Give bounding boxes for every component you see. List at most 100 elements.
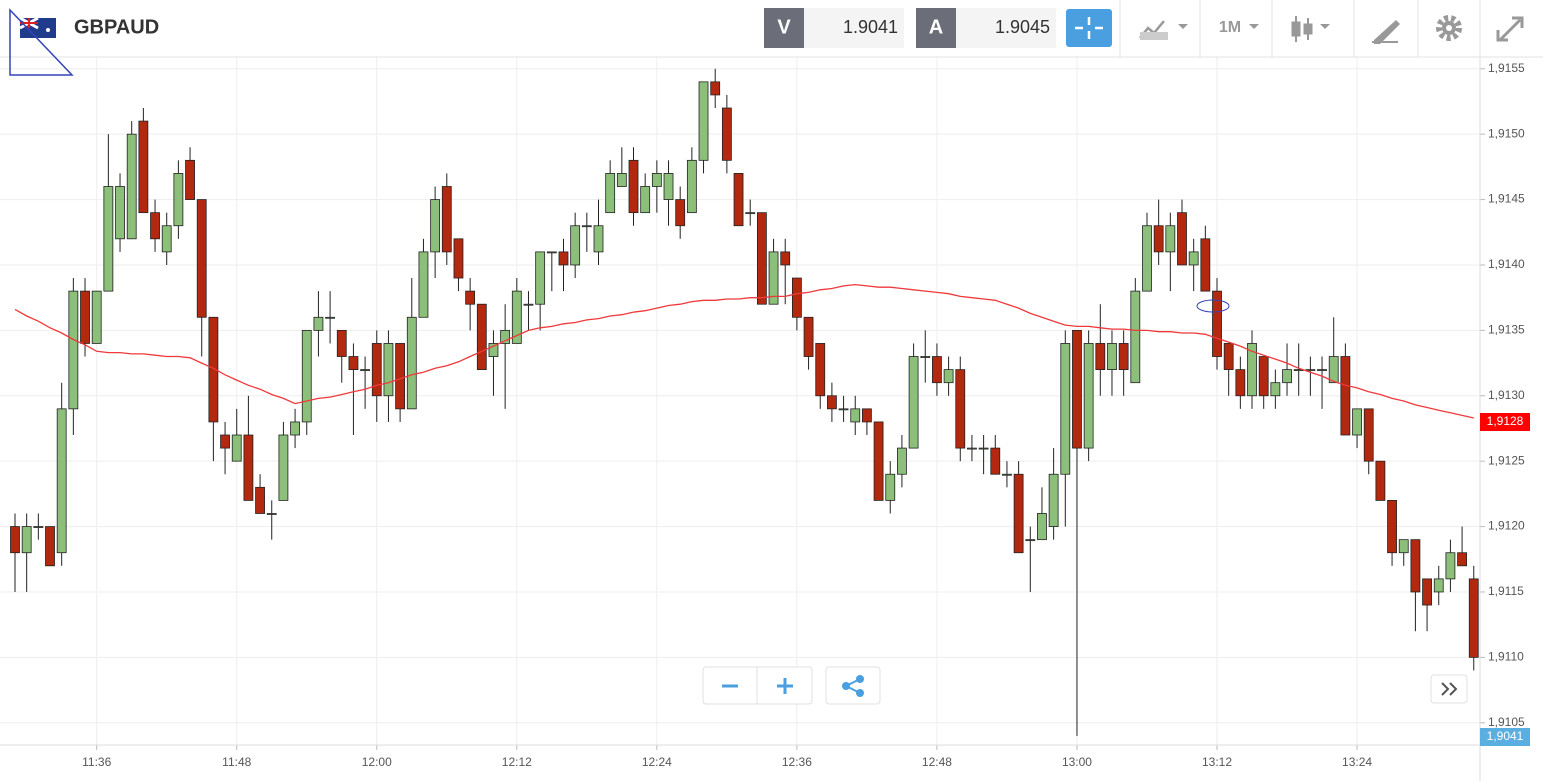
- candle-body: [1422, 578, 1432, 606]
- x-tick-label: 12:00: [362, 755, 392, 769]
- ask-label: A: [929, 16, 943, 38]
- candle-body: [570, 225, 581, 266]
- x-tick-label: 13:00: [1062, 755, 1092, 769]
- candle-body: [920, 356, 931, 358]
- candle-body: [698, 81, 709, 161]
- candle-body: [1282, 369, 1292, 384]
- candle-body: [383, 343, 394, 397]
- candle-body: [1258, 356, 1269, 397]
- x-tick-label: 12:48: [922, 755, 952, 769]
- candle-body: [1165, 225, 1176, 253]
- indicator-button[interactable]: [1291, 16, 1330, 42]
- bid-box[interactable]: V 1.9041: [764, 8, 904, 48]
- price-tag: [1480, 728, 1530, 746]
- candle-body: [1142, 225, 1152, 292]
- candle-body: [91, 290, 102, 344]
- candle-body: [756, 212, 767, 305]
- candle-body: [1445, 552, 1456, 580]
- price-tag-label: 1,9041: [1487, 729, 1524, 743]
- candle-body: [1387, 500, 1397, 554]
- cursor-marker: [1196, 299, 1230, 313]
- candle-body: [1468, 578, 1479, 658]
- share-button[interactable]: [825, 666, 881, 705]
- candle-body: [1457, 552, 1467, 567]
- candle-body: [173, 173, 184, 227]
- candle-body: [371, 343, 382, 397]
- y-tick-label: 1,9135: [1488, 323, 1525, 337]
- candle-body: [838, 408, 849, 411]
- candle-body: [278, 434, 289, 501]
- scroll-end-button[interactable]: [1430, 674, 1468, 704]
- candle-body: [196, 199, 207, 318]
- flag: [19, 16, 56, 38]
- y-tick-label: 1,9105: [1488, 715, 1525, 729]
- candle-body: [255, 486, 265, 514]
- candle-body: [943, 369, 954, 384]
- crosshair-button[interactable]: [1066, 9, 1112, 47]
- candle-body: [885, 473, 896, 501]
- candle-body: [348, 356, 359, 371]
- candle-body: [243, 434, 254, 501]
- zoom-controls[interactable]: [702, 666, 813, 705]
- candle-body: [325, 316, 335, 319]
- candle-body: [1363, 408, 1374, 462]
- timeframe-button[interactable]: 1M: [1219, 19, 1259, 36]
- plot: [10, 68, 1479, 736]
- candle-body: [651, 173, 662, 187]
- y-tick-label: 1,9120: [1488, 519, 1525, 533]
- candle-body: [721, 107, 732, 161]
- candle-body: [33, 526, 44, 528]
- fullscreen-button[interactable]: [1496, 16, 1524, 42]
- chart-type-button[interactable]: [1139, 20, 1188, 40]
- candle-body: [290, 421, 300, 436]
- candle-body: [56, 408, 67, 554]
- y-tick-label: 1,9125: [1488, 453, 1525, 467]
- candle-body: [733, 173, 744, 227]
- candle-body: [1375, 460, 1386, 501]
- candle-body: [395, 343, 406, 410]
- candle-body: [511, 290, 522, 344]
- candle-body: [686, 159, 697, 214]
- candle-body: [897, 447, 907, 475]
- candle-body: [990, 447, 1001, 475]
- settings-button[interactable]: [1436, 15, 1462, 41]
- y-tick-label: 1,9150: [1488, 126, 1525, 140]
- y-tick-label: 1,9110: [1488, 650, 1524, 664]
- price-tag-label: 1,9128: [1487, 414, 1524, 428]
- candle-body: [1317, 369, 1327, 372]
- bid-price: 1.9041: [843, 17, 898, 37]
- candle-body: [138, 120, 149, 214]
- candle-body: [418, 251, 429, 318]
- candle-body: [1270, 382, 1281, 397]
- candle-body: [862, 408, 872, 423]
- candle-body: [523, 303, 534, 306]
- candle-body: [1410, 539, 1421, 593]
- candle-body: [1060, 343, 1071, 475]
- moving-average: [14, 283, 1474, 419]
- candle-body: [710, 81, 721, 96]
- candle-body: [430, 199, 441, 253]
- y-tick-label: 1,9155: [1488, 61, 1525, 75]
- candle-body: [955, 369, 966, 449]
- grid: [0, 57, 1485, 750]
- candle-body: [1328, 356, 1339, 384]
- candle-body: [745, 212, 756, 215]
- candle-body: [827, 395, 837, 410]
- candle-body: [1212, 290, 1222, 357]
- candle-body: [581, 225, 592, 228]
- candle-body: [873, 421, 884, 501]
- candle-body: [1340, 356, 1351, 436]
- candle-body: [1398, 539, 1409, 554]
- candle-body: [1153, 225, 1164, 253]
- candle-body: [1037, 513, 1047, 541]
- draw-button[interactable]: [1372, 20, 1400, 44]
- x-tick-label: 12:24: [642, 755, 672, 769]
- price-tag: [1480, 413, 1530, 431]
- candle-body: [150, 212, 160, 240]
- ask-price: 1.9045: [995, 17, 1050, 37]
- candle-body: [1247, 343, 1257, 397]
- candle-body: [1048, 473, 1059, 527]
- ask-box[interactable]: A 1.9045: [916, 8, 1056, 48]
- candle-body: [1002, 473, 1012, 476]
